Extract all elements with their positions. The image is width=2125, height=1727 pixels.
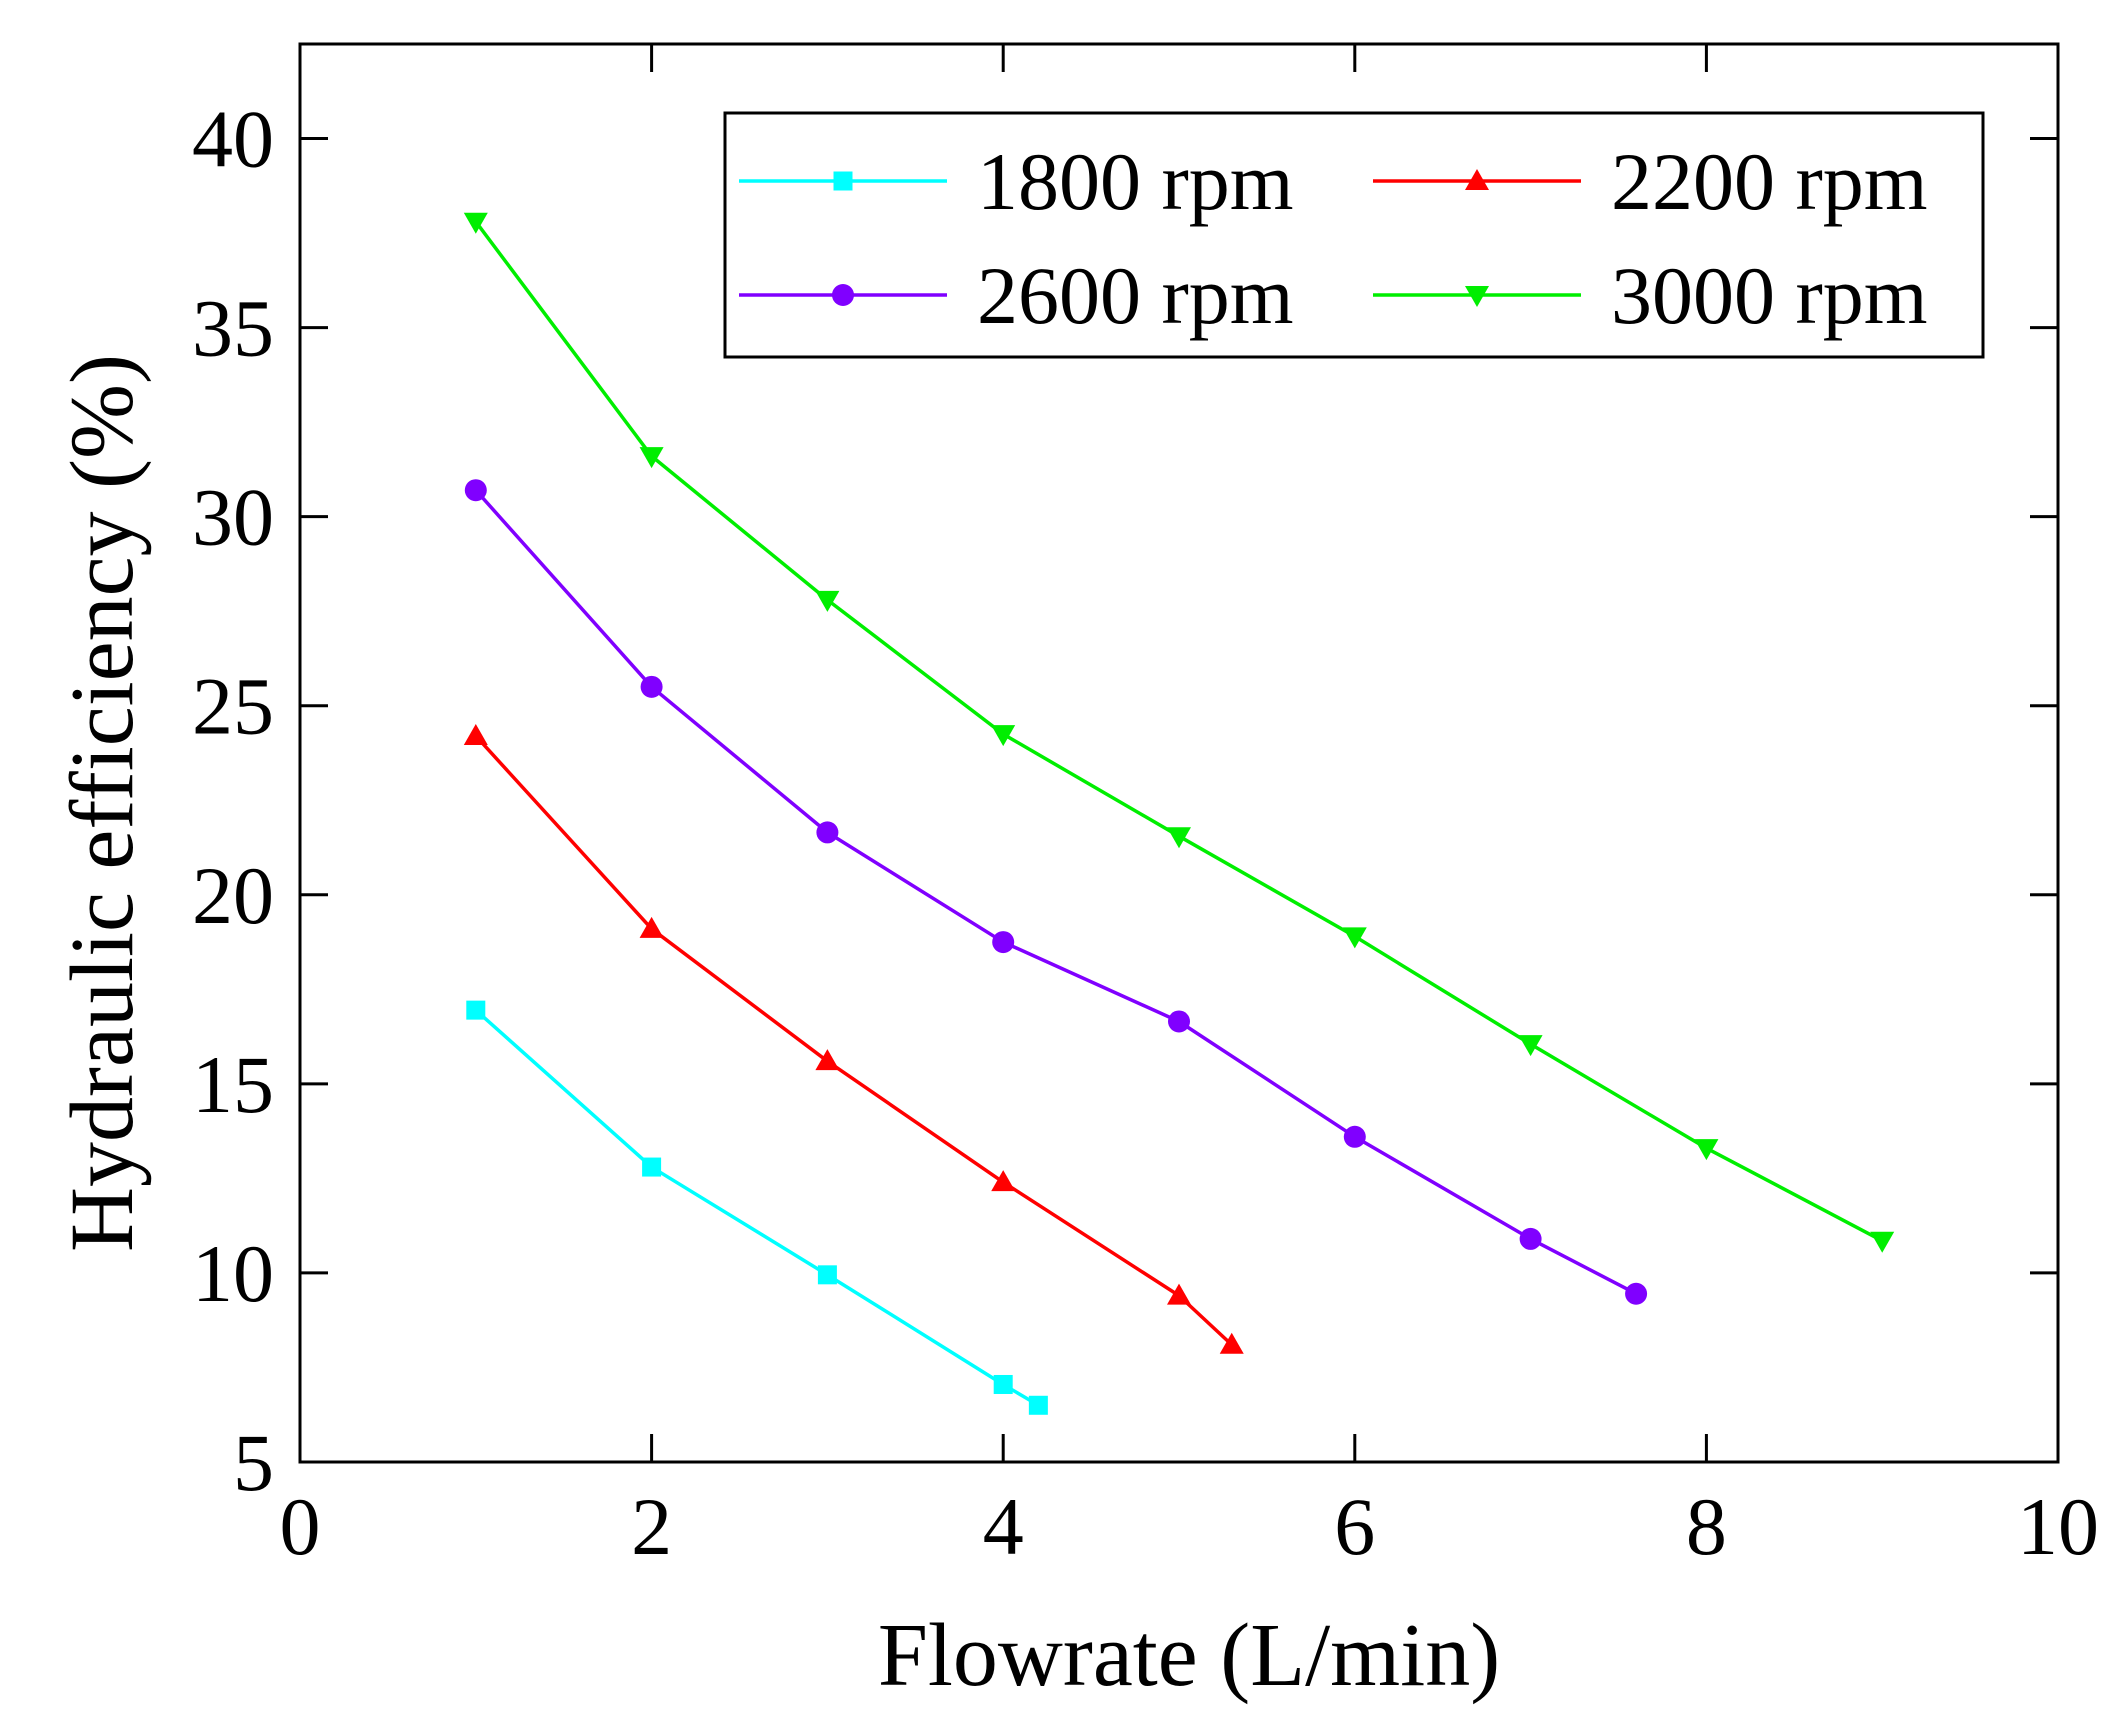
x-tick-label: 2 xyxy=(631,1481,672,1572)
data-point xyxy=(815,590,840,612)
data-point xyxy=(1167,827,1191,849)
legend-item-2200-rpm: 2200 rpm xyxy=(1373,136,1928,227)
data-point xyxy=(464,479,487,502)
y-tick-label: 40 xyxy=(192,94,274,185)
y-tick-label: 5 xyxy=(233,1417,274,1508)
data-point xyxy=(1694,1139,1719,1161)
data-point xyxy=(466,1000,486,1020)
data-point xyxy=(991,725,1016,747)
x-tick-label: 10 xyxy=(2017,1481,2099,1572)
y-tick-label: 35 xyxy=(192,283,274,374)
data-point xyxy=(815,1049,840,1071)
series-line xyxy=(474,1008,1040,1407)
legend-label: 2200 rpm xyxy=(1611,136,1928,227)
data-point xyxy=(642,1157,662,1177)
data-point xyxy=(992,931,1015,954)
data-point xyxy=(817,1265,837,1285)
x-axis-title: Flowrate (L/min) xyxy=(878,1606,1500,1705)
data-point xyxy=(1625,1282,1648,1305)
y-tick-label: 20 xyxy=(192,850,274,941)
legend-label: 2600 rpm xyxy=(977,250,1294,341)
legend-item-1800-rpm: 1800 rpm xyxy=(739,136,1294,227)
series-line xyxy=(474,489,1637,1296)
series-2200-rpm xyxy=(463,723,1244,1354)
legend-label: 1800 rpm xyxy=(977,136,1294,227)
legend-label: 3000 rpm xyxy=(1611,250,1928,341)
series-line xyxy=(474,220,1884,1243)
legend-item-3000-rpm: 3000 rpm xyxy=(1373,250,1928,341)
data-point xyxy=(1519,1227,1542,1250)
data-point xyxy=(1219,1332,1244,1354)
y-axis-title: Hydraulic efficiency (%) xyxy=(53,354,152,1252)
y-tick-label: 10 xyxy=(192,1228,274,1319)
y-tick-label: 25 xyxy=(192,661,274,752)
data-point xyxy=(1028,1395,1048,1415)
series-layer xyxy=(463,212,1895,1415)
legend: 1800 rpm 2200 rpm 2600 rpm 3000 rpm xyxy=(723,111,1985,359)
x-tick-label: 0 xyxy=(280,1481,321,1572)
x-tick-label: 4 xyxy=(983,1481,1024,1572)
series-2600-rpm xyxy=(464,479,1648,1305)
data-point xyxy=(1342,927,1367,949)
plot-frame xyxy=(298,42,2060,1464)
data-point xyxy=(640,675,663,698)
data-point xyxy=(991,1170,1016,1192)
y-tick-label: 30 xyxy=(192,472,274,563)
series-line xyxy=(474,734,1233,1347)
data-point xyxy=(1167,1283,1191,1305)
data-point xyxy=(993,1374,1013,1394)
data-point xyxy=(463,212,488,234)
data-point xyxy=(639,447,664,469)
x-tick-label: 8 xyxy=(1686,1481,1727,1572)
series-3000-rpm xyxy=(463,212,1895,1253)
legend-marker xyxy=(833,171,853,191)
data-point xyxy=(1518,1035,1543,1057)
data-point xyxy=(639,916,664,938)
axes: 0 2 4 6 8 10 5 10 15 20 25 30 35 40 Flowrate (L/min) Hy… xyxy=(53,42,2099,1705)
data-point xyxy=(816,821,839,844)
legend-marker xyxy=(1465,169,1489,190)
data-point xyxy=(1343,1125,1366,1148)
legend-marker xyxy=(1465,286,1489,307)
legend-box xyxy=(723,111,1985,359)
data-point xyxy=(1168,1010,1190,1033)
data-point xyxy=(1870,1231,1895,1253)
x-tick-label: 6 xyxy=(1334,1481,1375,1572)
series-1800-rpm xyxy=(466,1000,1048,1415)
legend-marker xyxy=(832,284,854,306)
data-point xyxy=(463,723,488,745)
legend-item-2600-rpm: 2600 rpm xyxy=(739,250,1294,341)
y-tick-label: 15 xyxy=(192,1039,274,1130)
